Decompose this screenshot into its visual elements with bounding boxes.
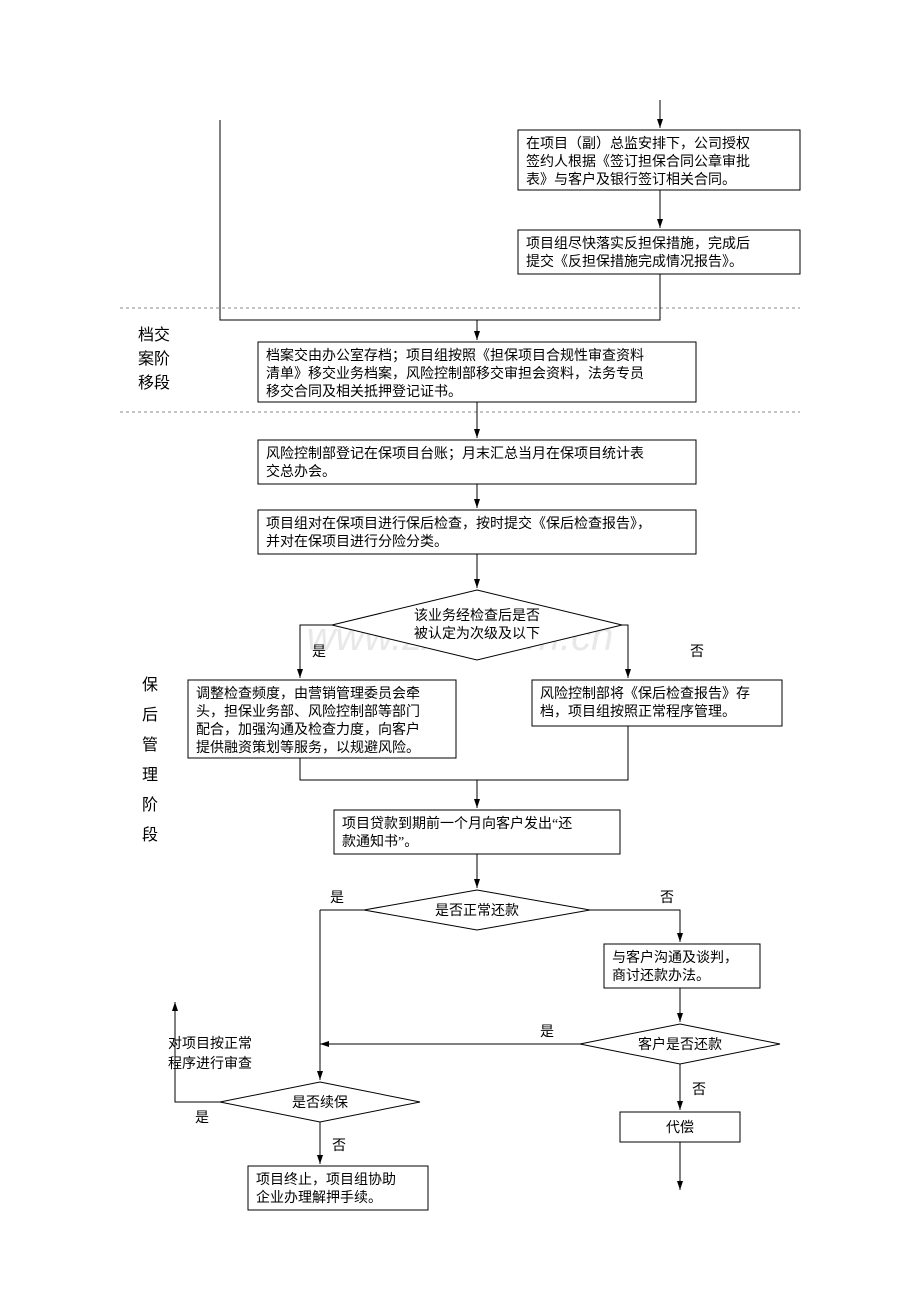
stage-archive-c1a: 档交 (138, 326, 170, 344)
n6-l4: 提供融资策划等服务，以规避风险。 (196, 739, 420, 756)
n6-l1: 调整检查频度，由营销管理委员会牵 (196, 686, 420, 702)
d1-l2: 被认定为次级及以下 (414, 626, 540, 642)
pm-5: 阶 (142, 796, 158, 814)
edge-left-merge (220, 290, 477, 320)
n11-l1: 项目终止，项目组协助 (256, 1172, 396, 1188)
n2-l1: 项目组尽快落实反担保措施，完成后 (526, 236, 750, 252)
d3-no-label: 否 (692, 1083, 706, 1098)
n8-l2: 款通知书”。 (342, 833, 418, 850)
d1-l1: 该业务经检查后是否 (414, 608, 540, 624)
n5-l1: 项目组对在保项目进行保后检查，按时提交《保后检查报告》， (266, 515, 651, 532)
n4-l2: 交总办会。 (266, 463, 336, 480)
n3-l1: 档案交由办公室存档；项目组按照《担保项目合规性审查资料 (266, 347, 644, 364)
n9-l1: 与客户沟通及谈判， (612, 949, 738, 966)
n9-l2: 商讨还款办法。 (612, 968, 710, 984)
n1-l3: 表》与客户及银行签订相关合同。 (526, 171, 736, 188)
edge-n7-merge (477, 726, 628, 780)
d1-yes-label: 是 (312, 645, 326, 660)
stage-post-management: 保 后 管 理 阶 段 (142, 676, 158, 844)
edge-n6-merge (300, 758, 477, 780)
d3-text: 客户是否还款 (638, 1036, 722, 1053)
pm-4: 理 (142, 767, 158, 784)
d2-yes-label: 是 (330, 891, 344, 906)
edge-d1-no (622, 625, 628, 678)
n3-l3: 移交合同及相关抵押登记证书。 (266, 383, 462, 400)
d4-text: 是否续保 (292, 1094, 348, 1111)
edge-d4-yes (175, 1002, 220, 1102)
n7-l1: 风险控制部将《保后检查报告》存 (540, 686, 750, 702)
n10-text: 代偿 (666, 1120, 694, 1136)
n6-l2: 头，担保业务部、风险控制部等部门 (196, 703, 420, 720)
d3-yes-label: 是 (540, 1025, 554, 1040)
d4-no-label: 否 (332, 1139, 346, 1154)
n7-l2: 档，项目组按照正常程序管理。 (540, 704, 736, 720)
n11-l2: 企业办理解押手续。 (256, 1189, 382, 1206)
n3-l2: 清单》移交业务档案，风险控制部移交审担会资料，法务专员 (266, 365, 644, 382)
n4-l1: 风险控制部登记在保项目台账；月末汇总当月在保项目统计表 (266, 446, 644, 462)
pm-1: 保 (142, 676, 158, 694)
d4-yes-label: 是 (195, 1111, 209, 1126)
loop-l1: 对项目按正常 (168, 1036, 252, 1052)
flowchart-canvas: www.zxin.com.cn 档交 案阶 移段 保 后 管 理 阶 段 在项目… (0, 0, 920, 1302)
n1-l1: 在项目（副）总监安排下，公司授权 (526, 136, 750, 152)
n2-l2: 提交《反担保措施完成情况报告》。 (526, 253, 743, 270)
pm-2: 后 (142, 706, 158, 724)
d1-no-label: 否 (690, 645, 704, 660)
stage-archive-c3a: 移段 (138, 374, 170, 392)
edge-d2-no (590, 910, 680, 942)
loop-l2: 程序进行审查 (168, 1056, 252, 1072)
n6-l3: 配合，加强沟通及检查力度，向客户 (196, 721, 420, 738)
d2-text: 是否正常还款 (435, 903, 519, 919)
n1-l2: 签约人根据《签订担保合同公章审批 (526, 153, 750, 170)
stage-archive-c2a: 案阶 (138, 350, 170, 368)
pm-6: 段 (142, 826, 158, 844)
d2-no-label: 否 (660, 891, 674, 906)
n5-l2: 并对在保项目进行分险分类。 (266, 534, 448, 550)
edge-n2-merge (477, 274, 660, 320)
pm-3: 管 (142, 736, 158, 754)
n8-l1: 项目贷款到期前一个月向客户发出“还 (342, 815, 572, 832)
